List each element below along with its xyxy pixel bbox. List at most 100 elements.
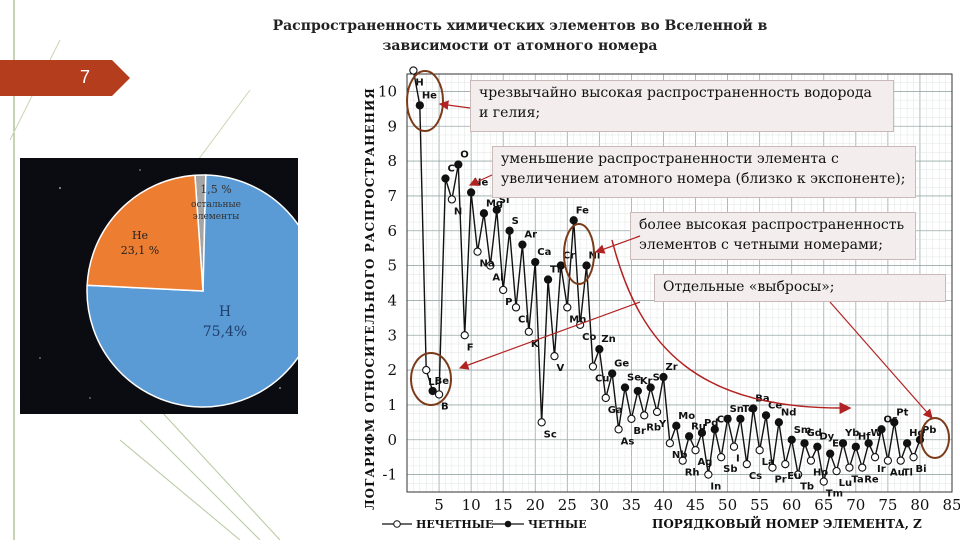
data-point-V <box>550 351 559 361</box>
data-point-Cs <box>742 459 751 469</box>
slide-number: 7 <box>80 67 91 87</box>
data-point-Ca <box>531 257 540 267</box>
data-point-Er <box>826 449 835 458</box>
pie-chart-panel: 1,5 % остальные элементы He 23,1 % H 75,… <box>20 158 320 414</box>
element-label: Se <box>627 373 641 384</box>
data-point-Ru <box>684 432 694 441</box>
data-point-Sc <box>537 418 546 427</box>
element-label: C <box>447 164 454 175</box>
highlight-li-be-b <box>410 352 452 406</box>
y-tick-label: 3 <box>387 326 397 344</box>
element-label: Sc <box>544 429 557 440</box>
element-label: Li <box>428 377 438 388</box>
data-point-Ta <box>845 463 854 472</box>
element-label: P <box>505 297 512 308</box>
data-point-Br <box>627 414 636 423</box>
data-point-Ga <box>601 393 610 403</box>
element-label: Nb <box>672 450 688 461</box>
data-point-K <box>524 327 533 336</box>
data-point-Lu <box>832 466 841 476</box>
x-tick-label: 65 <box>814 496 833 514</box>
highlight-h-he <box>406 70 444 132</box>
element-label: Rh <box>685 468 700 479</box>
element-label: Be <box>435 376 450 387</box>
element-label: Ce <box>768 400 782 411</box>
x-tick-label: 60 <box>782 496 801 514</box>
data-point-Sr <box>646 383 655 392</box>
element-label: Sm <box>794 425 812 436</box>
element-label: O <box>460 150 469 161</box>
data-point-Nb <box>665 439 675 448</box>
data-point-Mg <box>479 209 489 218</box>
data-point-Rh <box>678 456 687 465</box>
element-label: B <box>441 401 449 412</box>
element-label: Fe <box>576 205 589 216</box>
data-point-Se <box>620 383 630 392</box>
pie-chart: 1,5 % остальные элементы He 23,1 % H 75,… <box>39 169 320 408</box>
y-tick-label: 7 <box>387 187 397 205</box>
element-label: Ta <box>851 475 863 486</box>
element-label: Ge <box>614 359 629 370</box>
y-tick-label: -1 <box>382 466 397 484</box>
element-label: Os <box>883 414 898 425</box>
data-point-F <box>460 331 469 340</box>
y-axis-label: ЛОГАРИФМ ОТНОСИТЕЛЬНОГО РАСПРОСТРАНЕНИЯ <box>363 87 377 510</box>
data-point-Cu <box>588 362 598 371</box>
element-label: Tb <box>800 482 814 493</box>
element-label: Mo <box>678 411 695 422</box>
callout-even-numbers: более высокая распространенность элемент… <box>630 212 916 260</box>
data-point-Ba <box>749 404 758 413</box>
element-label: V <box>556 363 564 374</box>
data-point-Au <box>883 456 893 465</box>
data-point-C <box>441 174 450 183</box>
slide-number-badge: 7 <box>0 60 130 96</box>
data-point-Yb <box>838 439 848 448</box>
element-label: Pt <box>896 407 908 418</box>
element-label: Ag <box>698 457 713 468</box>
element-label: Ca <box>537 247 551 258</box>
data-point-Tl <box>896 456 905 465</box>
legend-odd: НЕЧЕТНЫЕ <box>416 518 493 531</box>
pie-value-h: 75,4% <box>203 324 247 340</box>
element-label: Pr <box>774 475 786 486</box>
data-point-La <box>755 446 764 455</box>
x-tick-label: 75 <box>878 496 897 514</box>
x-tick-label: 10 <box>462 496 481 514</box>
y-tick-label: 8 <box>387 152 397 170</box>
element-label: Te <box>742 404 754 415</box>
element-label: Y <box>658 419 667 430</box>
x-tick-label: 30 <box>590 496 609 514</box>
data-point-In <box>704 470 713 479</box>
slide-title-line2: зависимости от атомного номера <box>382 38 658 54</box>
x-tick-label: 5 <box>434 496 444 514</box>
data-point-Ho <box>806 456 816 465</box>
element-label: He <box>422 90 437 101</box>
element-label: As <box>621 436 635 447</box>
x-tick-label: 45 <box>686 496 705 514</box>
data-point-Be <box>428 386 437 396</box>
data-point-B <box>434 390 444 399</box>
x-tick-label: 35 <box>622 496 641 514</box>
data-point-Zn <box>595 345 604 354</box>
data-point-Gd <box>800 439 809 448</box>
element-label: Ba <box>755 393 769 404</box>
element-label: Ho <box>813 468 828 479</box>
legend: НЕЧЕТНЫЕ ЧЕТНЫЕ <box>382 518 587 531</box>
data-point-Pt <box>890 418 899 427</box>
pie-label-he: He <box>132 229 148 242</box>
x-tick-label: 20 <box>526 496 545 514</box>
element-label: Si <box>499 195 510 206</box>
x-tick-label: 40 <box>654 496 673 514</box>
data-point-Pd <box>697 428 707 437</box>
data-point-Tm <box>819 477 828 486</box>
x-tick-label: 25 <box>558 496 577 514</box>
element-label: Mn <box>569 314 586 325</box>
element-label: Tl <box>903 468 913 479</box>
element-label: Cd <box>717 414 732 425</box>
callout-hydrogen-helium: чрезвычайно высокая распространенность в… <box>470 80 894 132</box>
element-label: Cl <box>518 314 529 325</box>
element-label: Cs <box>749 471 762 482</box>
element-label: Zr <box>665 362 677 373</box>
data-point-Kr <box>633 386 642 396</box>
data-point-Tb <box>793 470 803 479</box>
